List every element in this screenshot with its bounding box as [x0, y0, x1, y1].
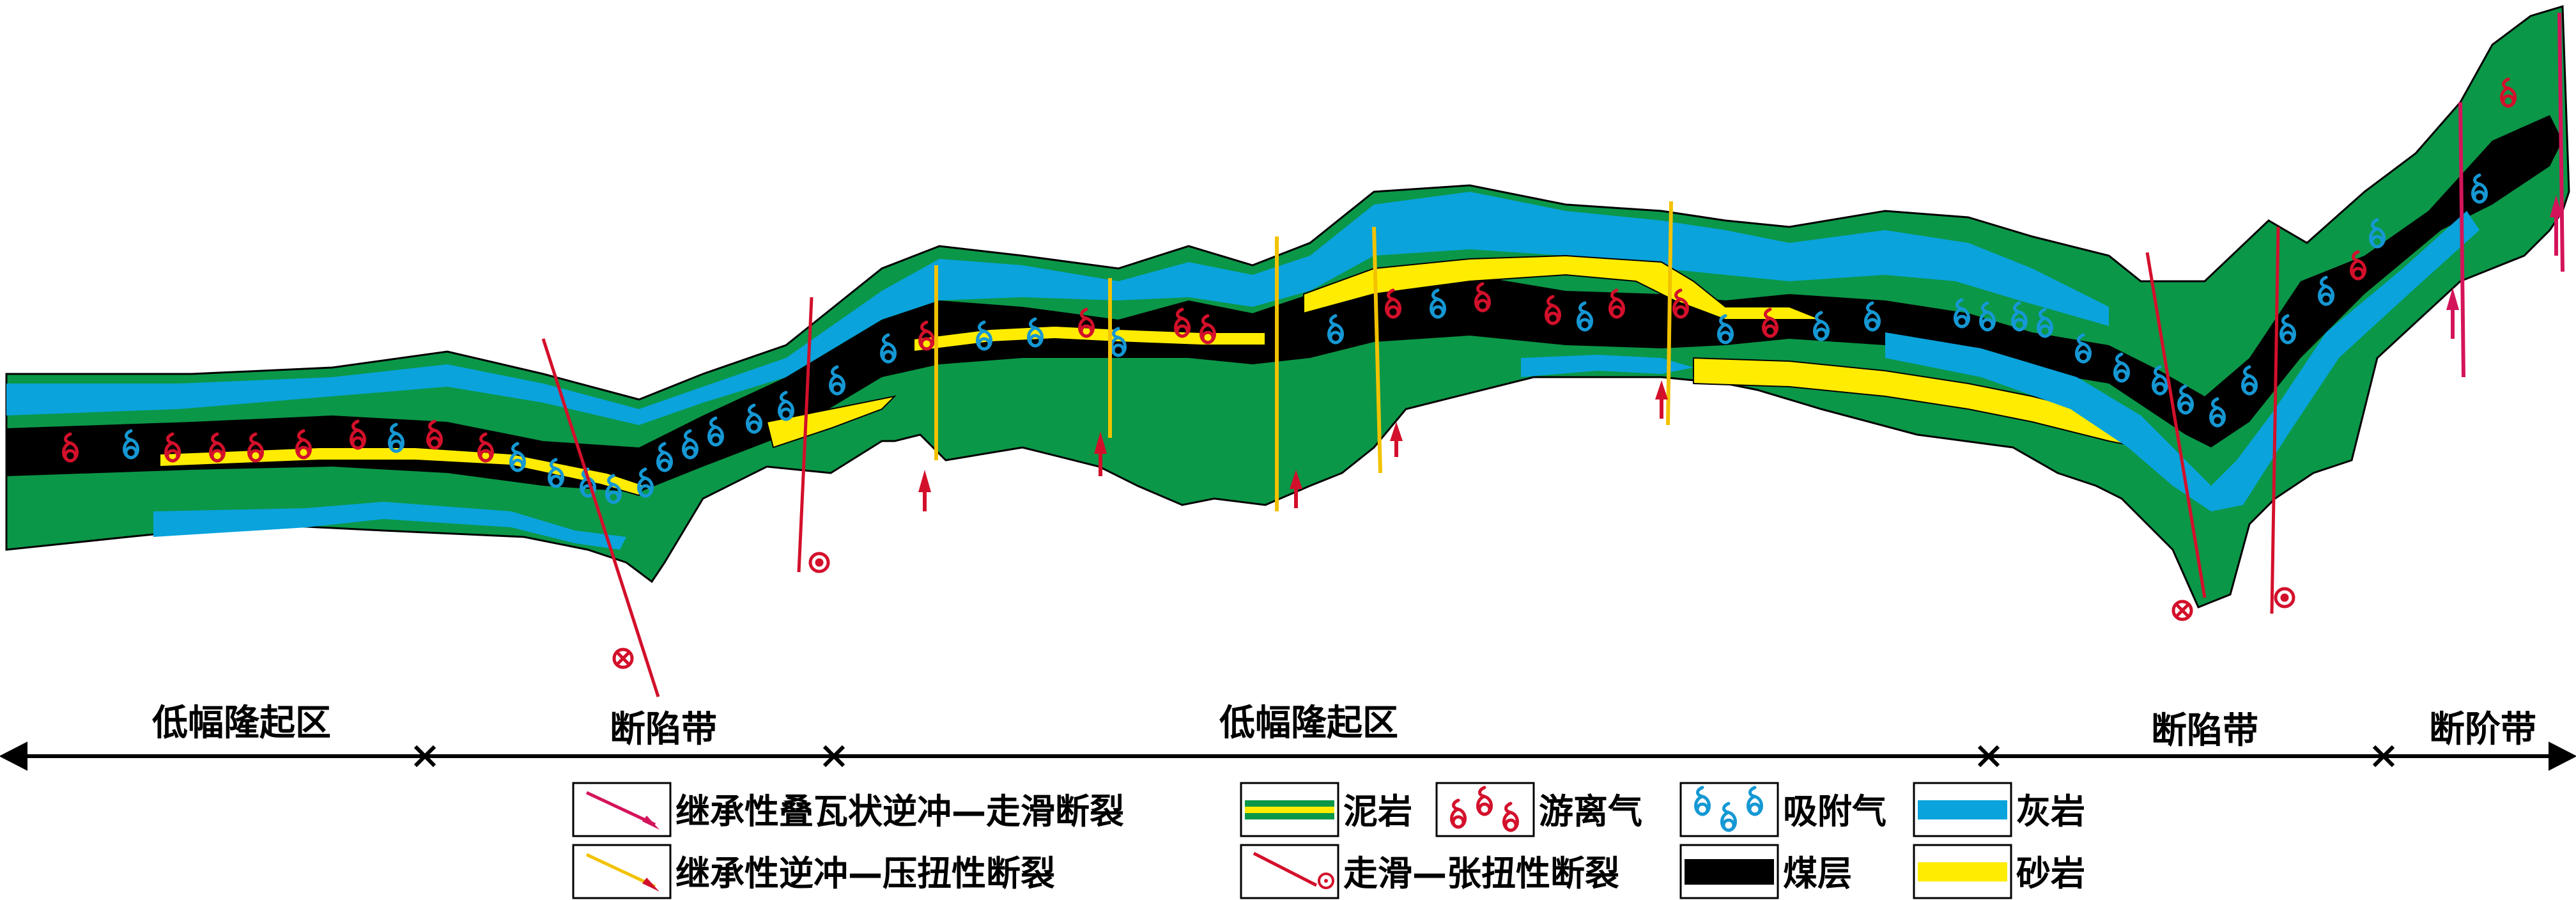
- up-arrow-icon: [2446, 288, 2459, 339]
- legend-label: 泥岩: [1343, 791, 1412, 832]
- zone-label-fault-step: 断阶带: [2429, 709, 2536, 750]
- up-arrow-icon: [1290, 470, 1302, 508]
- strike-slip-fault-line: [541, 338, 660, 697]
- legend-item-sandstone: 砂岩: [1913, 844, 2085, 899]
- zone-labels: 低幅隆起区 断陷带 低幅隆起区 断陷带 断阶带: [152, 702, 2536, 752]
- legend: 继承性叠瓦状逆冲—走滑断裂 泥岩 游离气 吸附气: [572, 782, 2085, 899]
- coal-seam-band: [6, 115, 2563, 492]
- thrust-faults: [934, 201, 1673, 511]
- up-arrow-icon: [1094, 431, 1107, 476]
- strike-slip-fault-line: [2145, 252, 2207, 598]
- up-arrow-icon: [918, 470, 931, 511]
- legend-item-free-gas: 游离气: [1435, 782, 1642, 837]
- into-page-marker-icon: [2171, 600, 2193, 621]
- legend-label: 灰岩: [2016, 791, 2085, 832]
- axis-divider-icon: [2372, 745, 2395, 768]
- legend-item-mudstone: 泥岩: [1240, 782, 1412, 837]
- legend-item-limestone: 灰岩: [1913, 782, 2085, 837]
- legend-label: 走滑—张扭性断裂: [1343, 853, 1619, 894]
- legend-label: 煤层: [1783, 853, 1852, 894]
- axis-divider-icon: [1977, 745, 2000, 768]
- legend-item-imbricate-fault: 继承性叠瓦状逆冲—走滑断裂: [572, 782, 1124, 837]
- thrust-fault-line: [1666, 201, 1673, 426]
- zone-axis: [0, 741, 2576, 771]
- axis-divider-icon: [822, 745, 845, 768]
- legend-item-coal-seam: 煤层: [1679, 844, 1852, 899]
- limestone-upper-band: [6, 192, 2109, 425]
- legend-label: 吸附气: [1783, 791, 1886, 832]
- out-of-page-marker-icon: [808, 552, 830, 573]
- sandstone-strips: [159, 254, 2143, 497]
- legend-label: 游离气: [1539, 791, 1642, 832]
- legend-label: 继承性叠瓦状逆冲—走滑断裂: [675, 791, 1124, 832]
- fault-markers: [612, 552, 2295, 669]
- zone-label-low-uplift-west: 低幅隆起区: [152, 702, 331, 744]
- out-of-page-marker-icon: [2274, 587, 2295, 609]
- zone-label-fault-depression-east: 断陷带: [2151, 710, 2258, 752]
- zone-label-fault-depression-west: 断陷带: [610, 709, 717, 750]
- legend-item-strike-slip-fault: 走滑—张扭性断裂: [1240, 844, 1619, 899]
- axis-divider-icon: [413, 745, 436, 768]
- up-arrow-icon: [1390, 422, 1403, 457]
- thrust-fault-line: [1372, 226, 1382, 474]
- legend-label: 继承性逆冲—压扭性断裂: [675, 853, 1055, 894]
- imbricate-fault-line: [2458, 102, 2465, 378]
- axis-left-arrow-icon: [0, 741, 27, 771]
- strike-slip-fault-line: [797, 297, 814, 573]
- zone-label-low-uplift-central: 低幅隆起区: [1219, 702, 1398, 744]
- legend-item-adsorbed-gas: 吸附气: [1679, 782, 1886, 837]
- cross-section: [5, 5, 2570, 609]
- limestone-lower-strips: [153, 211, 2480, 550]
- legend-item-thrust-fault: 继承性逆冲—压扭性断裂: [572, 844, 1055, 899]
- legend-swatch: [1435, 782, 1535, 837]
- movement-arrows: [918, 195, 2563, 511]
- axis-right-arrow-icon: [2549, 741, 2576, 771]
- legend-label: 砂岩: [2016, 853, 2085, 894]
- into-page-marker-icon: [612, 648, 634, 669]
- imbricate-fault-line: [2557, 12, 2564, 272]
- up-arrow-icon: [2550, 195, 2563, 256]
- imbricate-faults: [2458, 12, 2564, 378]
- strike-slip-fault-line: [2270, 226, 2280, 614]
- strike-slip-faults: [541, 226, 2280, 697]
- up-arrow-icon: [1655, 380, 1668, 419]
